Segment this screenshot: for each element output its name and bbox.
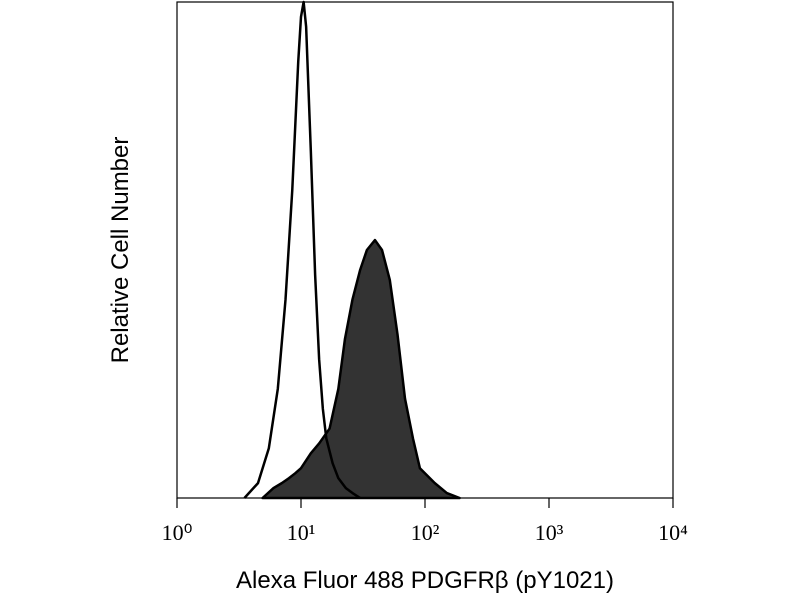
y-axis-label: Relative Cell Number	[107, 137, 134, 364]
plot-area	[243, 0, 461, 500]
histogram-area	[261, 238, 461, 500]
histogram-line	[243, 0, 361, 500]
x-axis-label: Alexa Fluor 488 PDGFRβ (pY1021)	[236, 567, 614, 594]
x-tick-label: 10²	[411, 520, 440, 545]
x-tick-label: 10⁴	[658, 520, 688, 545]
x-tick-label: 10⁰	[162, 520, 193, 545]
x-tick-label: 10³	[535, 520, 564, 545]
x-tick-label: 10¹	[287, 520, 316, 545]
